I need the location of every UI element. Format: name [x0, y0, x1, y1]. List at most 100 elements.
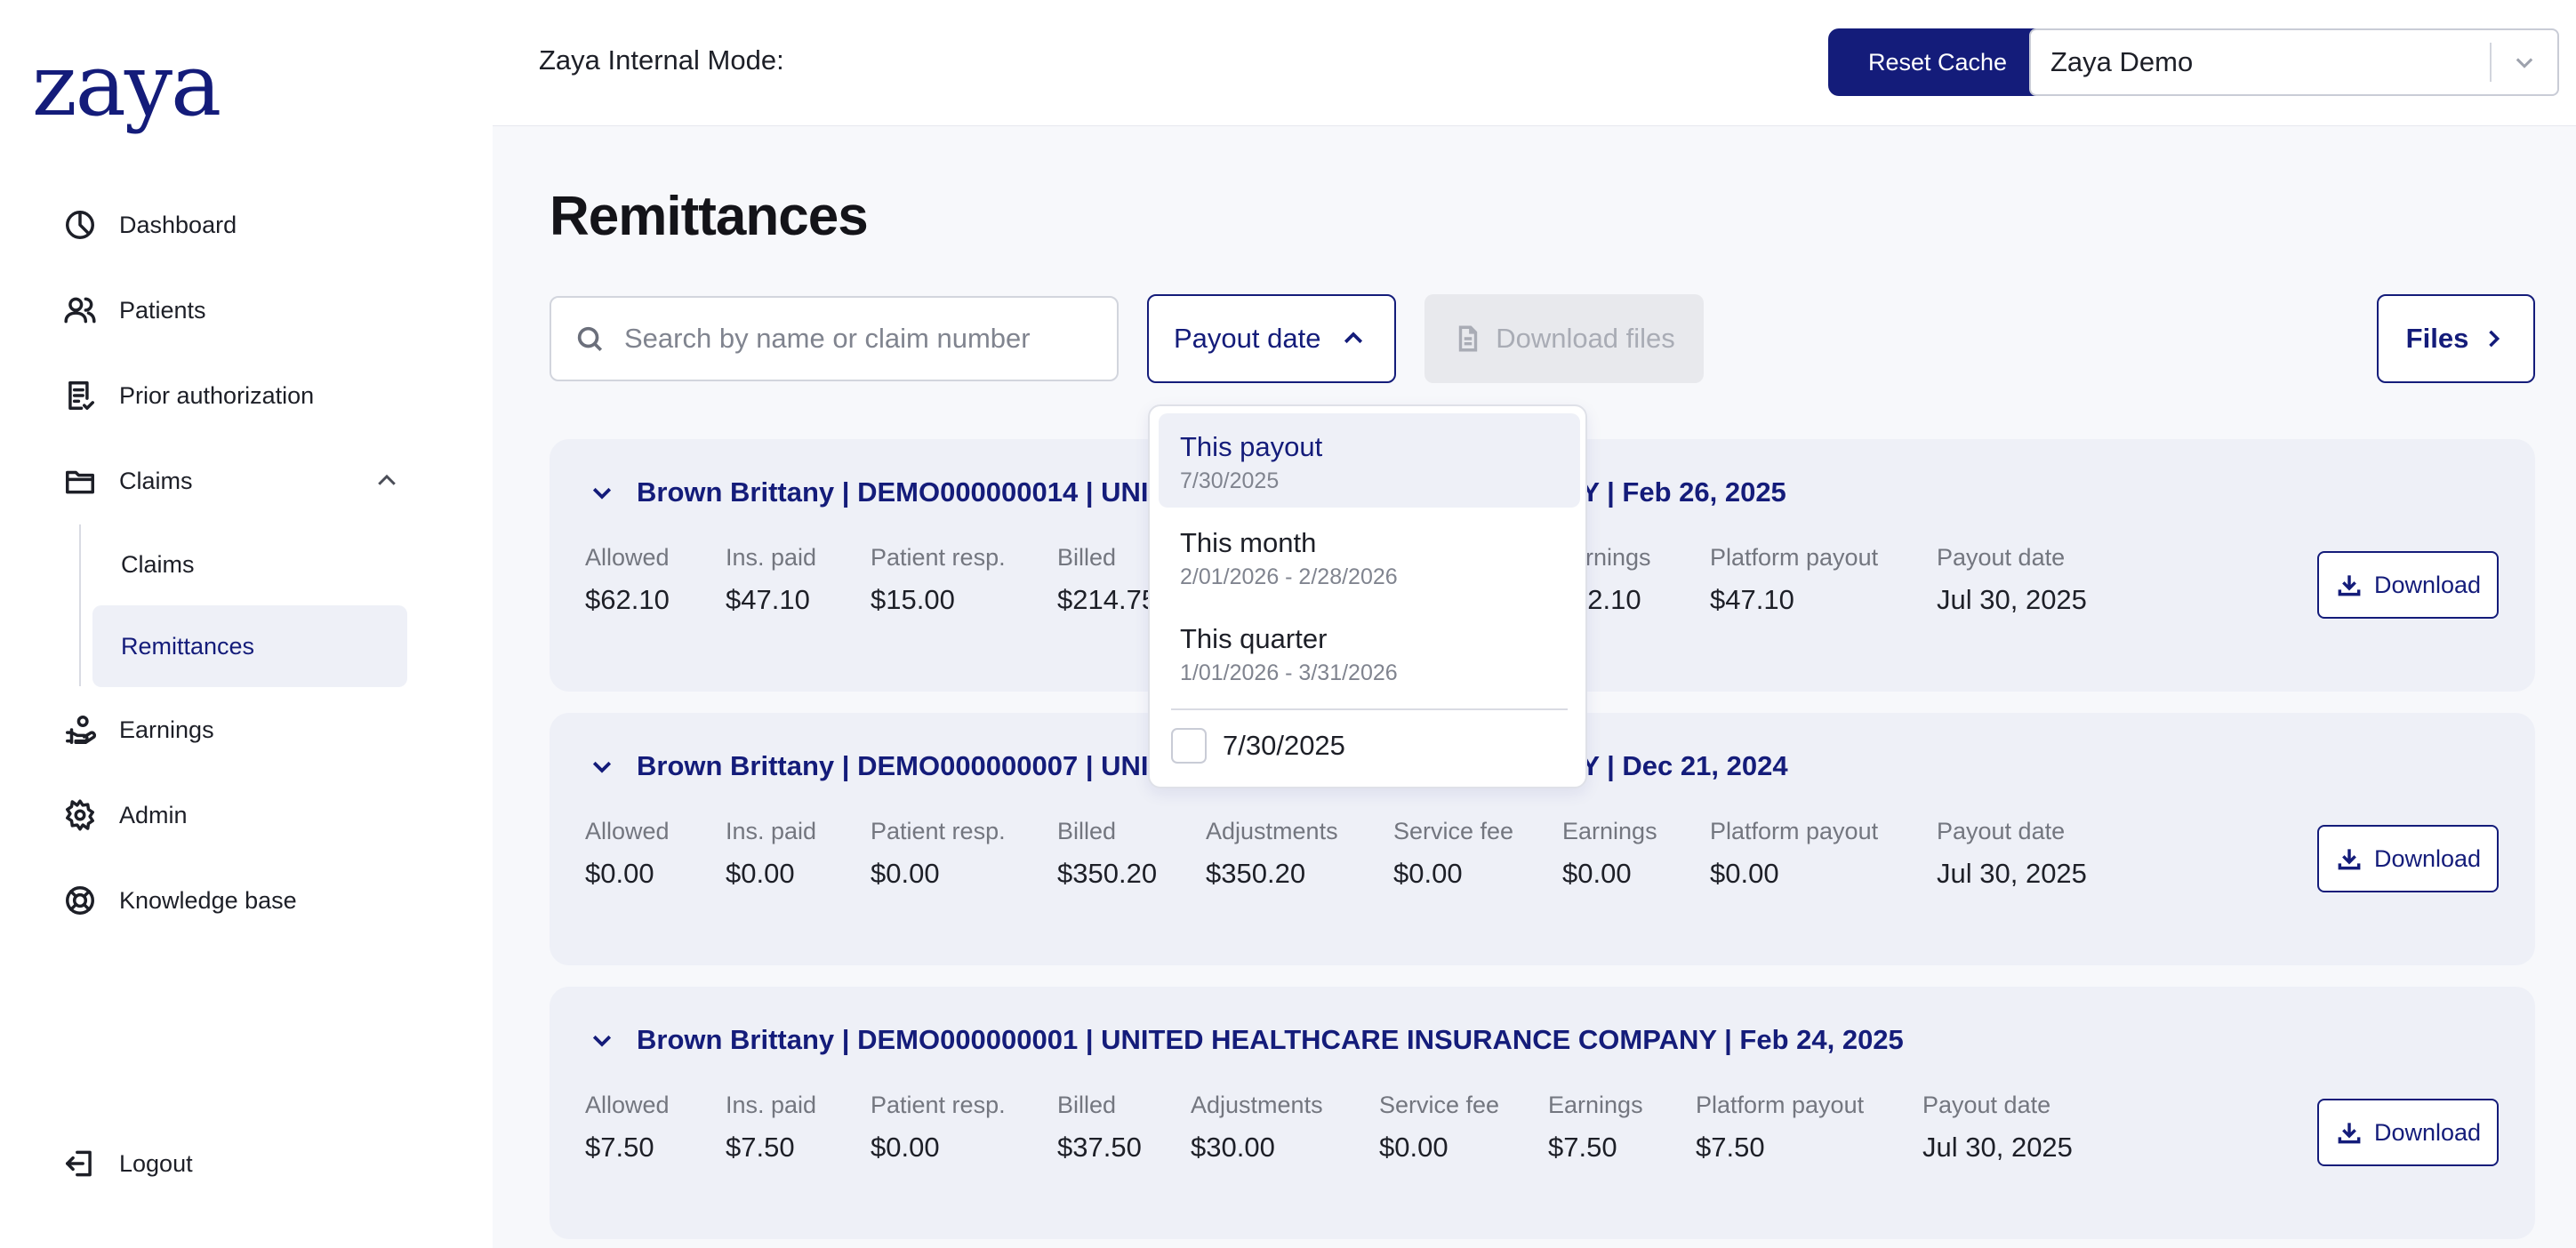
- clipboard-icon: [60, 376, 100, 415]
- download-icon: [2338, 849, 2361, 870]
- organization-select[interactable]: Zaya Demo: [2029, 28, 2559, 96]
- organization-select-value: Zaya Demo: [2050, 46, 2194, 77]
- checkbox[interactable]: [1171, 728, 1207, 764]
- sidebar-item-claims[interactable]: Claims: [60, 452, 193, 509]
- chevron-down-icon: [592, 1035, 612, 1047]
- search-input[interactable]: [624, 323, 1087, 355]
- files-button[interactable]: Files: [2377, 294, 2535, 383]
- sidebar-item-label: Admin: [119, 801, 188, 828]
- submenu-line: [79, 524, 81, 686]
- payout-date-menu: This payout 7/30/2025 This month 2/01/20…: [1148, 404, 1587, 788]
- field-platform-payout: Platform payout $7.50: [1696, 1092, 1865, 1163]
- search-box[interactable]: [550, 296, 1119, 381]
- field-earnings: Earnings $7.50: [1548, 1092, 1643, 1163]
- remittance-title-tail: NY | Dec 21, 2024: [1561, 750, 1788, 781]
- field-allowed: Allowed $7.50: [585, 1092, 670, 1163]
- field-platform-payout: Platform payout $0.00: [1710, 818, 1879, 889]
- option-title: This month: [1180, 527, 1317, 558]
- chevron-down-icon: [592, 761, 612, 773]
- sidebar-item-admin[interactable]: Admin: [60, 787, 188, 844]
- reset-cache-button[interactable]: Reset Cache: [1828, 28, 2047, 96]
- sidebar-subitem-claims[interactable]: Claims: [121, 550, 195, 578]
- sidebar-item-dashboard[interactable]: Dashboard: [60, 196, 237, 253]
- field-billed: Billed $350.20: [1057, 818, 1158, 889]
- remittance-card: Brown Brittany | DEMO000000001 | UNITED …: [550, 987, 2535, 1239]
- search-icon: [577, 326, 603, 352]
- checkbox-label: 7/30/2025: [1223, 730, 1345, 761]
- field-adjustments: Adjustments $30.00: [1191, 1092, 1323, 1163]
- download-label: Download: [2373, 571, 2482, 598]
- sidebar-item-label: Claims: [119, 467, 193, 494]
- field-billed: Billed $37.50: [1057, 1092, 1142, 1163]
- remittance-title: Brown Brittany | DEMO000000007 | UNITE: [637, 750, 1184, 781]
- field-earnings: Earnings $0.00: [1562, 818, 1657, 889]
- field-billed: Billed $214.75: [1057, 544, 1158, 615]
- field-patient-resp: Patient resp. $0.00: [871, 1092, 1006, 1163]
- download-button[interactable]: Download: [2317, 1099, 2499, 1166]
- logout-label: Logout: [119, 1149, 193, 1177]
- sidebar-item-label: Dashboard: [119, 211, 237, 238]
- download-files-button[interactable]: Download files: [1424, 294, 1704, 383]
- field-allowed: Allowed $62.10: [585, 544, 670, 615]
- sidebar-item-patients[interactable]: Patients: [60, 282, 206, 339]
- dashboard-icon: [60, 205, 100, 244]
- zaya-logo[interactable]: zaya: [32, 36, 221, 135]
- option-title: This payout: [1180, 431, 1323, 462]
- menu-option-this-quarter[interactable]: This quarter 1/01/2026 - 3/31/2026: [1159, 605, 1580, 700]
- field-ins-paid: Ins. paid $47.10: [726, 544, 817, 615]
- remittance-card-header[interactable]: Brown Brittany | DEMO000000001 | UNITED …: [589, 1024, 1904, 1056]
- remittance-title: Brown Brittany | DEMO000000001 | UNITED …: [637, 1024, 1904, 1055]
- payout-date-checkbox-row[interactable]: 7/30/2025: [1171, 728, 1345, 764]
- sidebar-item-earnings[interactable]: Earnings: [60, 701, 214, 758]
- menu-option-this-payout[interactable]: This payout 7/30/2025: [1159, 413, 1580, 508]
- field-patient-resp: Patient resp. $0.00: [871, 818, 1006, 889]
- remittance-card-header[interactable]: Brown Brittany | DEMO000000014 | UNITE: [589, 476, 1184, 508]
- sidebar-subitem-remittances[interactable]: Remittances: [92, 605, 407, 687]
- files-button-label: Files: [2405, 323, 2469, 354]
- download-files-label: Download files: [1496, 323, 1675, 354]
- select-separator: [2490, 43, 2492, 82]
- option-subtitle: 1/01/2026 - 3/31/2026: [1180, 660, 1398, 685]
- chevron-up-icon[interactable]: [373, 468, 409, 494]
- download-icon: [2338, 575, 2361, 596]
- menu-option-this-month[interactable]: This month 2/01/2026 - 2/28/2026: [1159, 509, 1580, 604]
- payout-date-filter-label: Payout date: [1174, 323, 1321, 354]
- hand-coins-icon: [60, 710, 100, 749]
- field-service-fee: Service fee $0.00: [1379, 1092, 1500, 1163]
- chevron-down-icon[interactable]: [2492, 50, 2557, 75]
- logout-button[interactable]: Logout: [60, 1135, 193, 1192]
- sidebar-item-knowledge-base[interactable]: Knowledge base: [60, 872, 297, 929]
- sidebar: zaya Dashboard Patients Prior authorizat…: [0, 0, 493, 1248]
- users-icon: [60, 291, 100, 330]
- option-title: This quarter: [1180, 623, 1328, 654]
- field-allowed: Allowed $0.00: [585, 818, 670, 889]
- download-button[interactable]: Download: [2317, 825, 2499, 892]
- menu-divider: [1171, 708, 1568, 710]
- download-button[interactable]: Download: [2317, 551, 2499, 619]
- download-icon: [2338, 1123, 2361, 1144]
- sidebar-item-prior-authorization[interactable]: Prior authorization: [60, 367, 314, 424]
- sidebar-item-label: Prior authorization: [119, 381, 315, 409]
- field-payout-date: Payout date Jul 30, 2025: [1922, 1092, 2073, 1163]
- file-icon: [1458, 325, 1478, 352]
- option-subtitle: 7/30/2025: [1180, 468, 1280, 493]
- remittance-title: Brown Brittany | DEMO000000014 | UNITE: [637, 476, 1184, 508]
- remittance-card: Brown Brittany | DEMO000000007 | UNITE N…: [550, 713, 2535, 965]
- gear-icon: [60, 796, 100, 835]
- chevron-down-icon: [592, 487, 612, 500]
- sidebar-item-label: Knowledge base: [119, 886, 297, 914]
- remittance-card-header[interactable]: Brown Brittany | DEMO000000007 | UNITE: [589, 750, 1184, 782]
- sidebar-item-label: Patients: [119, 296, 206, 324]
- logout-icon: [60, 1144, 100, 1183]
- field-adjustments: Adjustments $350.20: [1206, 818, 1338, 889]
- field-ins-paid: Ins. paid $0.00: [726, 818, 817, 889]
- field-payout-date: Payout date Jul 30, 2025: [1937, 544, 2087, 615]
- field-ins-paid: Ins. paid $7.50: [726, 1092, 817, 1163]
- internal-mode-label: Zaya Internal Mode:: [539, 44, 784, 76]
- payout-date-filter[interactable]: Payout date: [1147, 294, 1396, 383]
- sidebar-item-label: Earnings: [119, 716, 214, 743]
- chevron-right-icon: [2489, 330, 2500, 348]
- field-service-fee: Service fee $0.00: [1393, 818, 1514, 889]
- folder-icon: [60, 461, 100, 500]
- download-label: Download: [2373, 1118, 2482, 1146]
